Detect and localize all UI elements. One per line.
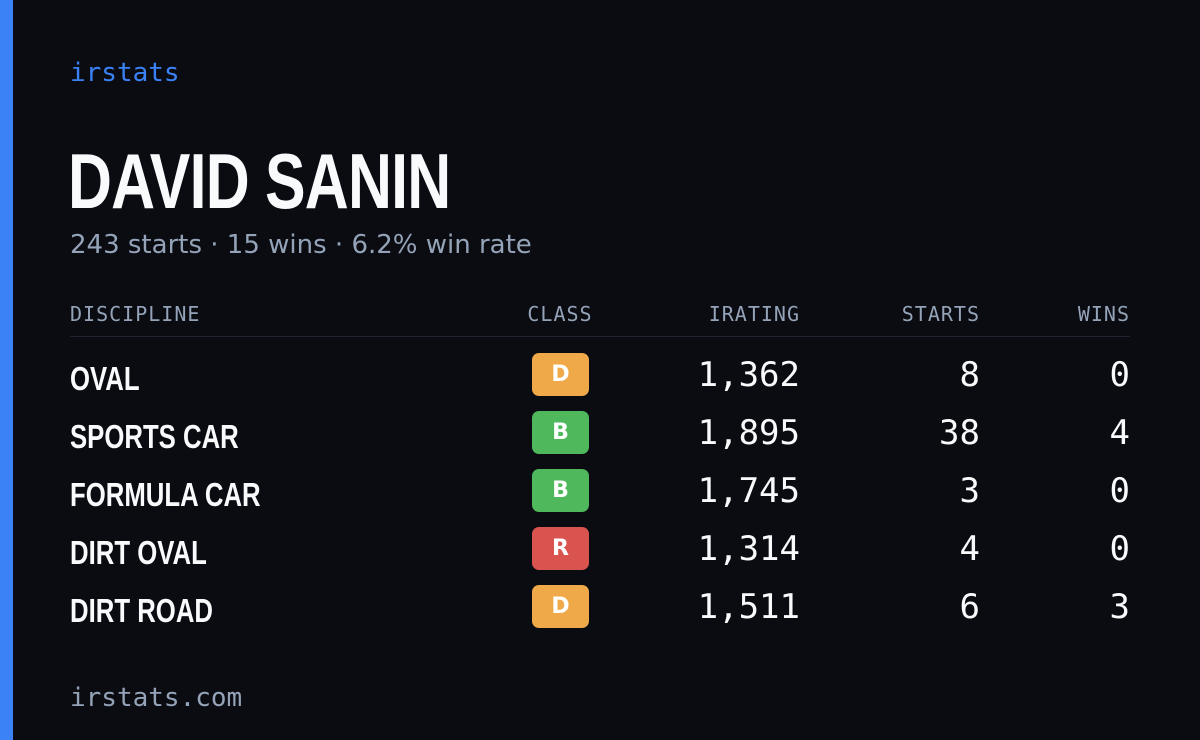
table-row: FORMULA CAR B 1,745 3 0: [70, 453, 1130, 513]
starts-value: 6: [959, 587, 980, 627]
table-row: DIRT OVAL R 1,314 4 0: [70, 511, 1130, 571]
table-row: OVAL D 1,362 8 0: [70, 337, 1130, 397]
class-badge: D: [532, 353, 589, 396]
driver-name: DAVID SANIN: [68, 137, 451, 225]
wins-value: 0: [1109, 355, 1130, 395]
starts-value: 3: [959, 471, 980, 511]
discipline-name: DIRT ROAD: [70, 592, 213, 629]
irating-value: 1,362: [697, 355, 800, 395]
irating-value: 1,745: [697, 471, 800, 511]
discipline-name: SPORTS CAR: [70, 418, 239, 455]
header-irating: IRATING: [708, 302, 800, 326]
driver-summary: 243 starts · 15 wins · 6.2% win rate: [70, 230, 532, 260]
header-wins: WINS: [1077, 302, 1130, 326]
starts-value: 4: [959, 529, 980, 569]
class-badge: B: [532, 411, 589, 454]
irating-value: 1,314: [697, 529, 800, 569]
discipline-name: DIRT OVAL: [70, 534, 207, 571]
class-badge: B: [532, 469, 589, 512]
header-starts: STARTS: [901, 302, 980, 326]
brand-logo-text: irstats: [70, 58, 180, 88]
class-badge: D: [532, 585, 589, 628]
discipline-name: FORMULA CAR: [70, 476, 261, 513]
wins-value: 3: [1109, 587, 1130, 627]
discipline-name: OVAL: [70, 360, 140, 397]
footer-url: irstats.com: [70, 683, 243, 713]
irating-value: 1,895: [697, 413, 800, 453]
header-class: CLASS: [527, 302, 593, 326]
discipline-table: DISCIPLINE CLASS IRATING STARTS WINS OVA…: [70, 298, 1130, 629]
wins-value: 0: [1109, 529, 1130, 569]
header-discipline: DISCIPLINE: [70, 302, 201, 326]
table-row: SPORTS CAR B 1,895 38 4: [70, 395, 1130, 455]
wins-value: 0: [1109, 471, 1130, 511]
class-badge: R: [532, 527, 589, 570]
wins-value: 4: [1109, 413, 1130, 453]
starts-value: 38: [939, 413, 980, 453]
table-row: DIRT ROAD D 1,511 6 3: [70, 569, 1130, 629]
irating-value: 1,511: [697, 587, 800, 627]
starts-value: 8: [959, 355, 980, 395]
accent-bar: [0, 0, 13, 740]
table-header-row: DISCIPLINE CLASS IRATING STARTS WINS: [70, 298, 1130, 337]
